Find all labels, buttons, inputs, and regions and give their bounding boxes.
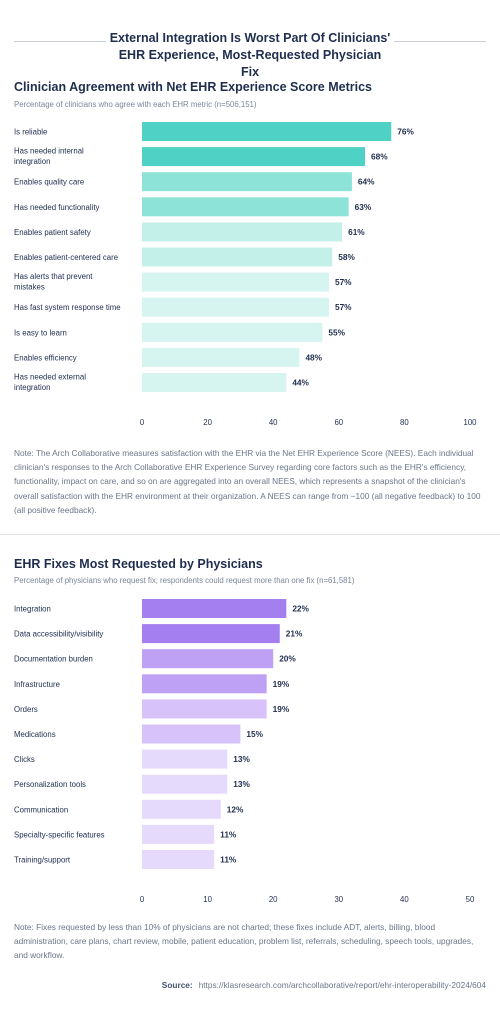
bar [142, 749, 228, 769]
x-tick-label: 50 [466, 895, 475, 904]
category-label: Clicks [14, 755, 35, 764]
x-tick-label: 0 [140, 895, 145, 904]
bar [142, 147, 366, 167]
bar [142, 674, 267, 694]
category-label: Data accessibility/visibility [14, 630, 103, 639]
value-label: 64% [358, 177, 375, 187]
bar [142, 599, 287, 618]
chart1-title: Clinician Agreement with Net EHR Experie… [14, 80, 372, 94]
value-label: 44% [292, 378, 309, 388]
value-label: 12% [227, 804, 244, 814]
bar [142, 222, 343, 242]
bar [142, 799, 221, 819]
bar [142, 649, 274, 669]
source-label: Source: [161, 980, 193, 990]
value-label: 15% [246, 729, 263, 739]
bar [142, 850, 215, 869]
bar [142, 297, 329, 317]
category-label: Has needed internal integration [14, 147, 84, 167]
category-label: Documentation burden [14, 655, 93, 664]
bar [142, 247, 333, 267]
value-label: 61% [348, 227, 365, 237]
category-label: Enables efficiency [14, 353, 77, 362]
chart1-bar-chart: Is reliable 76% Has needed internal integra… [14, 122, 477, 427]
bar [142, 172, 352, 192]
bar [142, 122, 392, 141]
category-label: Communication [14, 805, 68, 814]
chart1-note: Note: The Arch Collaborative measures sa… [14, 448, 481, 515]
category-label: Personalization tools [14, 780, 86, 789]
category-label: Is easy to learn [14, 328, 67, 337]
x-tick-label: 0 [140, 418, 145, 427]
category-label: Enables patient safety [14, 228, 91, 237]
bar [142, 824, 215, 844]
value-label: 19% [273, 679, 290, 689]
value-label: 11% [220, 855, 237, 865]
category-label: Training/support [14, 856, 71, 865]
x-tick-label: 60 [334, 418, 343, 427]
x-tick-label: 30 [334, 895, 343, 904]
category-label: Is reliable [14, 128, 47, 137]
report-title: External Integration Is Worst Part Of Cl… [109, 31, 391, 79]
category-label: Infrastructure [14, 680, 60, 689]
header-rule-right [394, 41, 486, 42]
value-label: 20% [279, 654, 296, 664]
source-url[interactable]: https://klasresearch.com/archcollaborati… [198, 980, 486, 990]
value-label: 63% [355, 202, 372, 212]
category-label: Specialty-specific features [14, 830, 105, 839]
chart2-note: Note: Fixes requested by less than 10% o… [14, 922, 474, 961]
bar [142, 272, 329, 292]
value-label: 48% [305, 352, 322, 362]
category-label: Has fast system response time [14, 303, 121, 312]
category-label: Integration [14, 605, 51, 614]
value-label: 57% [335, 302, 352, 312]
bar [142, 774, 228, 794]
x-tick-label: 20 [269, 895, 278, 904]
x-tick-label: 40 [400, 895, 409, 904]
chart2-bar-chart: Integration 22% Data accessibility/visibil… [14, 599, 475, 904]
value-label: 68% [371, 152, 388, 162]
bar [142, 699, 267, 719]
category-label: Medications [14, 730, 56, 739]
category-label: Orders [14, 705, 38, 714]
value-label: 21% [286, 629, 303, 639]
bar [142, 624, 280, 644]
x-tick-label: 20 [203, 418, 212, 427]
bar [142, 322, 323, 342]
value-label: 57% [335, 277, 352, 287]
x-tick-label: 80 [400, 418, 409, 427]
x-tick-label: 100 [463, 418, 477, 427]
value-label: 13% [233, 779, 250, 789]
bar [142, 347, 300, 367]
bar [142, 724, 241, 744]
chart2-subtitle: Percentage of physicians who request fix… [14, 576, 355, 585]
value-label: 11% [220, 829, 237, 839]
source-line: Source: https://klasresearch.com/archcoll… [162, 980, 486, 990]
report-header: External Integration Is Worst Part Of Cl… [0, 0, 500, 79]
header-rule-left [14, 41, 106, 42]
x-tick-label: 40 [269, 418, 278, 427]
value-label: 13% [233, 754, 250, 764]
category-label: Enables patient-centered care [14, 253, 118, 262]
value-label: 22% [292, 604, 309, 614]
bar [142, 373, 287, 392]
value-label: 55% [328, 327, 345, 337]
chart1-subtitle: Percentage of clinicians who agree with … [14, 100, 257, 109]
section-divider [0, 534, 500, 535]
category-label: Has needed functionality [14, 203, 99, 212]
category-label: Has needed external integration [14, 373, 86, 393]
chart2-title: EHR Fixes Most Requested by Physicians [14, 557, 263, 571]
category-label: Has alerts that prevent mistakes [14, 272, 93, 292]
bar [142, 197, 349, 217]
category-label: Enables quality care [14, 178, 84, 187]
value-label: 76% [397, 127, 414, 137]
value-label: 58% [338, 252, 355, 262]
value-label: 19% [273, 704, 290, 714]
x-tick-label: 10 [203, 895, 212, 904]
